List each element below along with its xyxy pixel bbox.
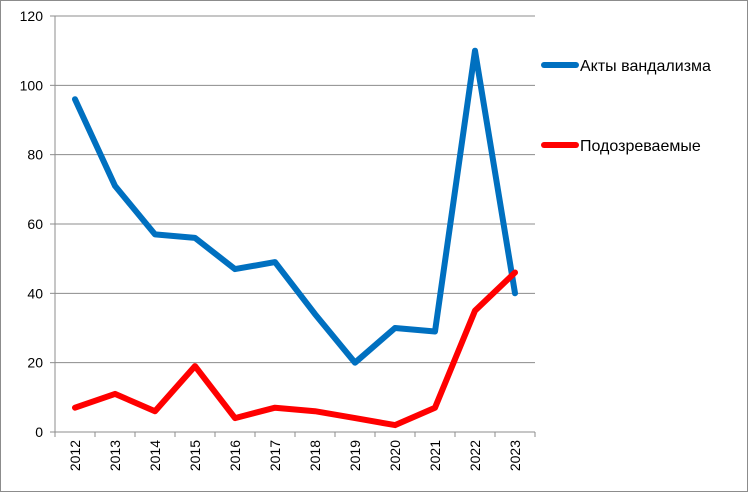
- axes: [50, 15, 536, 437]
- x-tick-label: 2023: [507, 440, 523, 471]
- y-axis-tick-labels: 0 20 40 60 80 100 120: [20, 8, 44, 440]
- x-tick-label: 2019: [347, 440, 363, 471]
- legend-label: Акты вандализма: [580, 58, 711, 75]
- data-series: [72, 47, 518, 429]
- y-tick-label: 60: [27, 216, 43, 232]
- x-tick-label: 2015: [187, 440, 203, 471]
- x-tick-label: 2012: [67, 440, 83, 471]
- x-tick-label: 2020: [387, 440, 403, 471]
- y-tick-label: 20: [27, 355, 43, 371]
- y-tick-label: 100: [20, 77, 44, 93]
- series-line-2: [72, 269, 518, 429]
- gridlines: [55, 15, 535, 364]
- y-tick-label: 40: [27, 285, 43, 301]
- x-tick-label: 2016: [227, 440, 243, 471]
- x-tick-label: 2013: [107, 440, 123, 471]
- legend: Акты вандализма Подозреваемые: [541, 58, 711, 155]
- y-tick-label: 80: [27, 147, 43, 163]
- y-tick-label: 0: [35, 424, 43, 440]
- series-line-1: [72, 47, 518, 366]
- x-tick-label: 2018: [307, 440, 323, 471]
- y-tick-label: 120: [20, 8, 44, 24]
- x-tick-label: 2021: [427, 440, 443, 471]
- x-tick-label: 2022: [467, 440, 483, 471]
- x-axis-tick-labels: 2012 2013 2014 2015 2016 2017 2018 2019 2020 2021…: [67, 440, 523, 471]
- legend-label: Подозреваемые: [580, 138, 701, 155]
- x-tick-label: 2014: [147, 440, 163, 471]
- x-tick-label: 2017: [267, 440, 283, 471]
